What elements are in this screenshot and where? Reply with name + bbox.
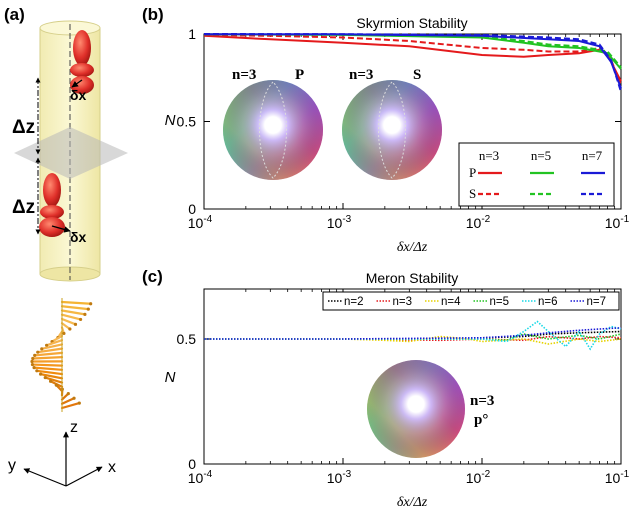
legend-label: n=6 xyxy=(538,296,558,308)
dx-label-lower: δx xyxy=(70,229,86,245)
dx-label-upper: δx xyxy=(70,87,86,103)
legend-row-s: S xyxy=(469,186,476,201)
lower-dipole-icon xyxy=(39,173,65,237)
dz-label-lower: Δz xyxy=(12,197,35,218)
plot-frame-c xyxy=(203,288,622,465)
y-tick-label: 0.5 xyxy=(177,114,197,130)
chart-title-b: Skyrmion Stability xyxy=(356,15,467,31)
spin-spiral-icon xyxy=(30,298,93,412)
x-tick-label: 10-1 xyxy=(605,469,630,486)
coordinate-axes-icon xyxy=(23,431,103,487)
inset-meron-label-n: n=3 xyxy=(470,393,494,409)
y-tick-label: 0.5 xyxy=(177,331,197,347)
series-line-n-2 xyxy=(204,330,622,340)
legend-label: n=7 xyxy=(587,296,607,308)
legend-col-n3: n=3 xyxy=(479,148,499,163)
x-tick-label: 10-4 xyxy=(188,214,213,231)
x-tick-label: 10-2 xyxy=(466,469,491,486)
series-line-n-5 xyxy=(204,333,622,342)
inset-disk-s xyxy=(342,80,442,180)
panel-label-c: (c) xyxy=(142,267,163,286)
x-tick-label: 10-3 xyxy=(327,469,352,486)
legend-label: n=3 xyxy=(393,296,413,308)
legend-label: n=5 xyxy=(490,296,510,308)
inset-meron-label-type: p° xyxy=(474,412,488,428)
x-tick-label: 10-4 xyxy=(188,469,213,486)
legend-col-n7: n=7 xyxy=(582,148,603,163)
y-tick-label: 1 xyxy=(188,26,196,42)
y-axis-label-c: N xyxy=(165,369,176,386)
panel-label-b: (b) xyxy=(142,5,164,24)
x-axis-label-c: δx/Δz xyxy=(397,495,428,510)
dx-arrow-upper xyxy=(71,79,83,88)
meron-stability-chart: Meron Stability 10-4 10-3 10-2 10-1 0 0.5 δx/… xyxy=(165,270,630,510)
inset-p-label-type: P xyxy=(295,67,304,83)
x-axis-label-b: δx/Δz xyxy=(397,240,428,255)
upper-dipole-icon xyxy=(70,30,94,94)
legend-c: n=2 n=3 n=4 n=5 n=6 n=7 xyxy=(322,291,620,311)
x-tick-label: 10-2 xyxy=(466,214,491,231)
legend-label: n=4 xyxy=(441,296,461,308)
legend-label: n=2 xyxy=(344,296,364,308)
schematic-panel: (a) δx δx Δz Δz xyxy=(4,5,128,487)
axis-label-y: y xyxy=(8,457,16,474)
series-line-s-n-3 xyxy=(203,33,622,86)
y-axis-label-b: N xyxy=(165,112,176,129)
series-line-n-6 xyxy=(204,320,622,351)
inset-s-label-n: n=3 xyxy=(349,67,373,83)
skyrmion-stability-chart: Skyrmion Stability 10-4 10-3 10-2 10-1 0 0.5 1… xyxy=(165,15,630,255)
chart-title-c: Meron Stability xyxy=(366,270,459,286)
series-line-n-7 xyxy=(204,327,622,340)
series-line-s-n-7 xyxy=(203,33,622,93)
x-tick-label: 10-1 xyxy=(605,214,630,231)
panel-label-a: (a) xyxy=(4,5,25,24)
x-tick-label: 10-3 xyxy=(327,214,352,231)
axis-label-x: x xyxy=(108,459,116,476)
inset-disk-meron xyxy=(367,360,465,458)
y-tick-label: 0 xyxy=(188,456,196,472)
axis-label-z: z xyxy=(70,419,78,436)
dx-arrow-lower xyxy=(51,225,71,233)
inset-p-label-n: n=3 xyxy=(232,67,256,83)
observation-plane xyxy=(14,127,128,179)
legend-col-n5: n=5 xyxy=(531,148,551,163)
dz-label-upper: Δz xyxy=(12,117,35,138)
legend-row-p: P xyxy=(469,165,476,180)
inset-s-label-type: S xyxy=(413,67,421,83)
legend-b: n=3 n=5 n=7 P S xyxy=(458,142,615,207)
y-tick-label: 0 xyxy=(188,201,196,217)
inset-disk-p xyxy=(223,80,323,180)
